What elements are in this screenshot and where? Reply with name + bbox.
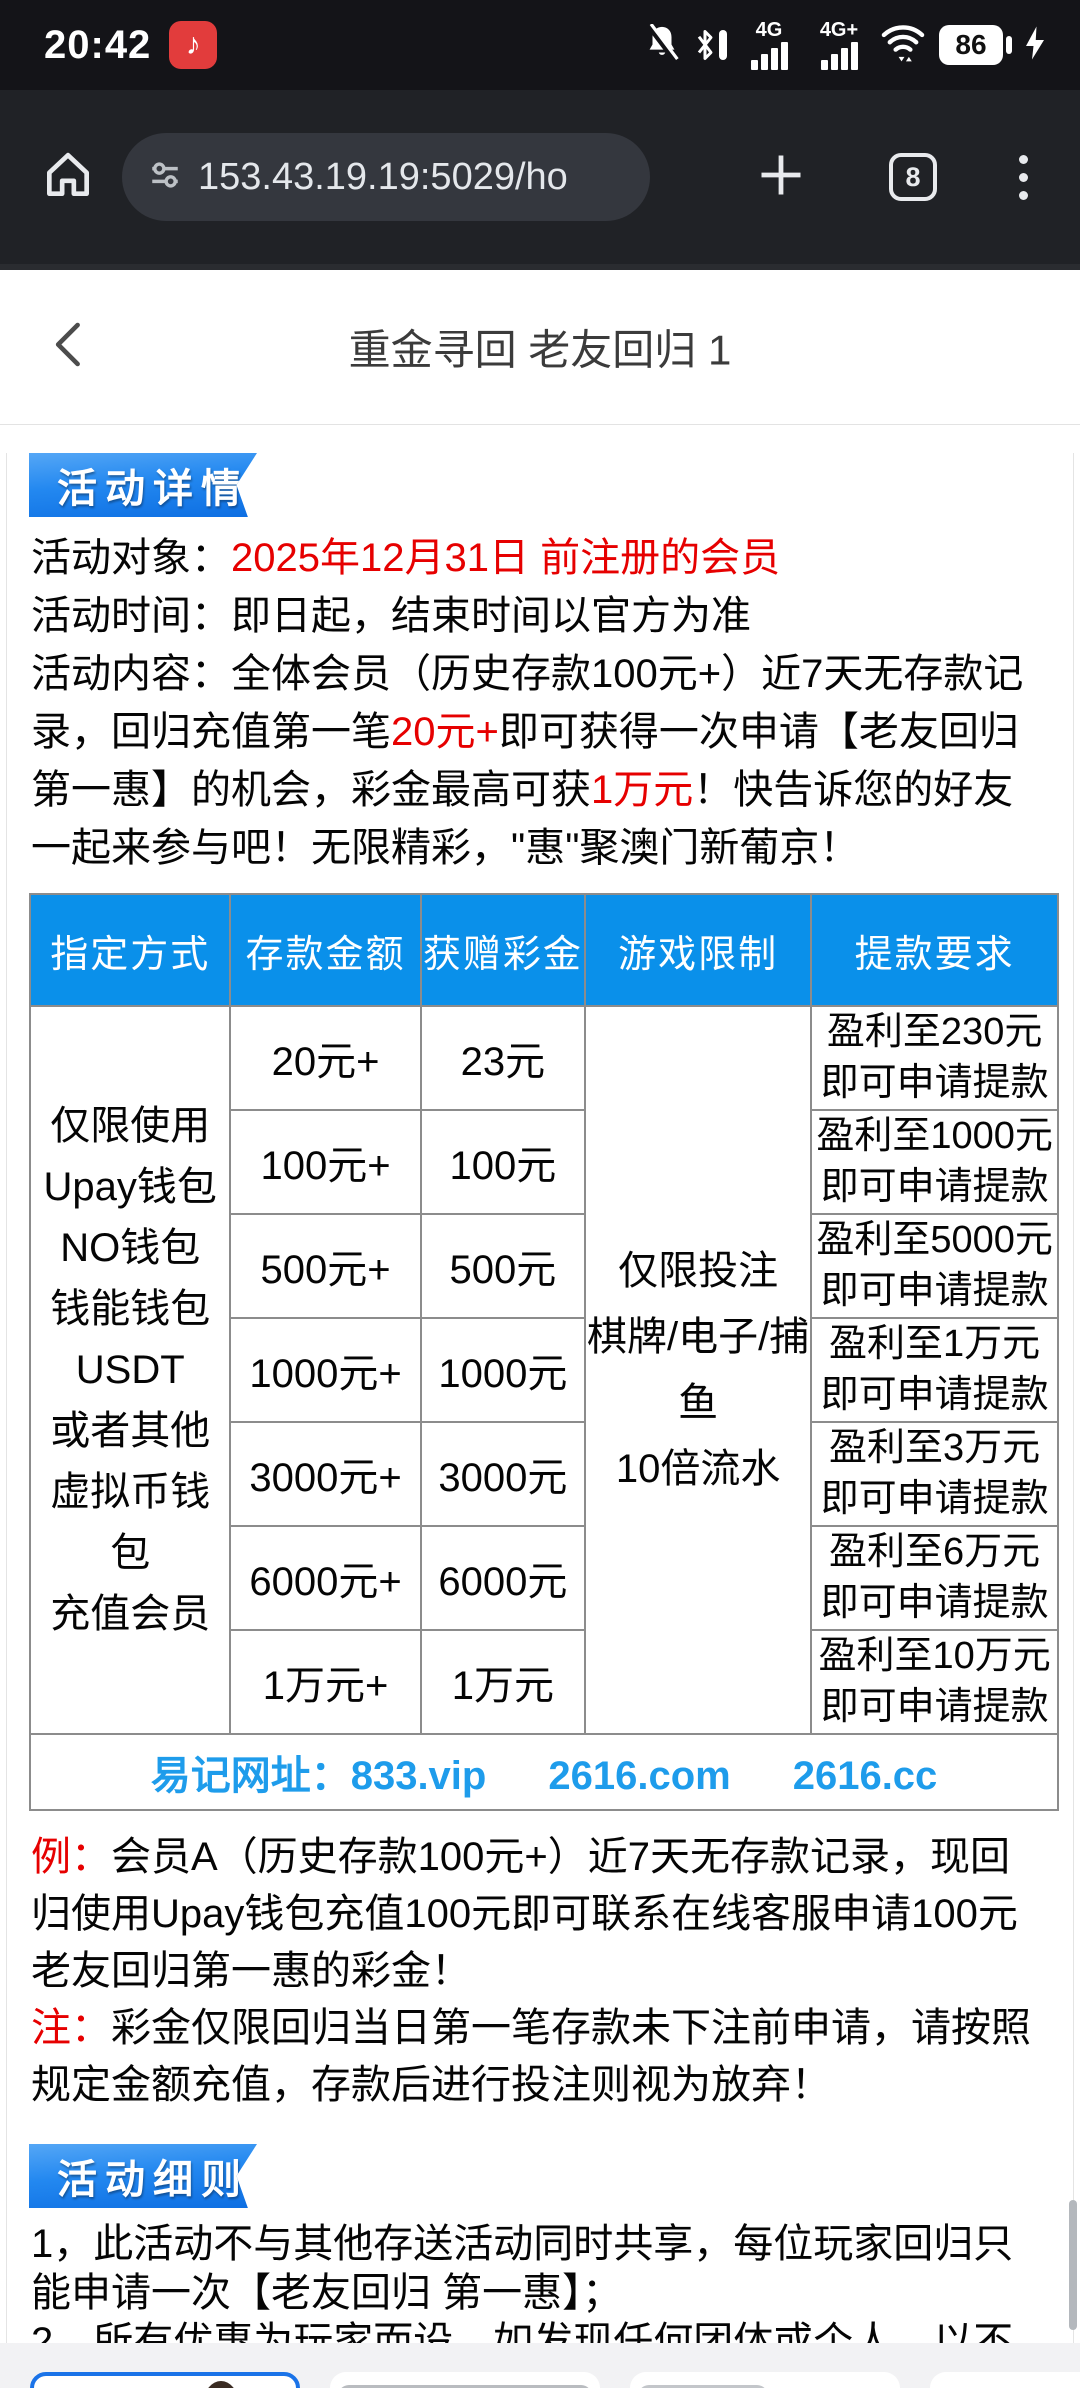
activity-time-line: 活动时间：即日起，结束时间以官方为准 [7,587,1073,645]
table-row: 仅限使用 Upay钱包 NO钱包 钱能钱包 USDT 或者其他 虚拟币钱包 充值… [28,1005,1059,1735]
highlight-max-bonus: 1万元 [591,768,694,812]
note-label: 注： [31,2006,111,2050]
home-button[interactable] [40,147,96,208]
promo-table: 指定方式 存款金额 获赠彩金 游戏限制 提款要求 仅限使用 Upay钱包 NO钱… [28,893,1059,1811]
highlight-amount: 20元+ [391,710,499,754]
clock: 20:42 [44,22,152,67]
withdraw-cell: 盈利至5000元 即可申请提款 [810,1213,1059,1319]
status-icons: 4G 4G+ 86 [644,20,1044,70]
withdraw-cell: 盈利至6万元 即可申请提款 [810,1525,1059,1631]
bottom-card-strip [0,2343,1080,2388]
bottom-card[interactable] [330,2372,600,2388]
target-label: 活动对象： [31,536,231,580]
signal-4g-plus-icon: 4G+ [811,20,867,70]
withdraw-cell: 盈利至1万元 即可申请提款 [810,1317,1059,1423]
deposit-cell: 500元+ [229,1213,422,1319]
bluetooth-battery-icon [719,30,727,60]
url-bar[interactable]: 153.43.19.19:5029/ho [122,133,650,221]
bonus-cell: 3000元 [419,1421,587,1527]
easy-url-cell: 易记网址：833.vip 2616.com 2616.cc [29,1733,1059,1811]
signal-4g-icon: 4G [741,20,797,70]
page-title: 重金寻回 老友回归 1 [348,326,732,374]
withdraw-cell: 盈利至230元 即可申请提款 [810,1005,1059,1111]
game-limit-cell: 仅限投注 棋牌/电子/捕鱼 10倍流水 [584,1005,813,1735]
note-paragraph: 注：彩金仅限回归当日第一笔存款未下注前申请，请按照规定金额充值，存款后进行投注则… [31,2006,1031,2107]
deposit-cell: 20元+ [229,1005,422,1111]
col-withdraw: 提款要求 [810,893,1059,1007]
browser-toolbar: 153.43.19.19:5029/ho 8 [0,90,1080,270]
time-label: 活动时间： [31,594,231,638]
easy-url-label: 易记网址： [150,1754,351,1798]
example-note-block: 例：会员A（历史存款100元+）近7天无存款记录，现回归使用Upay钱包充值10… [7,1829,1073,2114]
table-header-row: 指定方式 存款金额 获赠彩金 游戏限制 提款要求 [28,893,1059,1007]
table-footer-row: 易记网址：833.vip 2616.com 2616.cc [29,1733,1059,1811]
battery-percent: 86 [939,25,1003,65]
bottom-card[interactable] [630,2372,900,2388]
status-bar: 20:42 ♪ 4G 4G+ 86 [0,0,1080,90]
music-app-icon: ♪ [169,21,218,69]
easy-url-1[interactable]: 833.vip [350,1754,487,1798]
col-game-limit: 游戏限制 [584,893,813,1007]
bonus-cell: 100元 [419,1109,587,1215]
page-header: 重金寻回 老友回归 1 [0,270,1080,425]
bonus-cell: 500元 [419,1213,587,1319]
bottom-card-selected[interactable] [30,2372,300,2388]
card-title-placeholder [638,2385,768,2388]
bonus-cell: 1000元 [419,1317,587,1423]
details-ribbon: 活动详情 [29,453,257,517]
url-text[interactable]: 153.43.19.19:5029/ho [198,155,568,198]
easy-url-2[interactable]: 2616.com [548,1754,731,1798]
table-row: 3000元+ 3000元 盈利至3万元 即可申请提款 [30,1421,1059,1527]
withdraw-cell: 盈利至3万元 即可申请提款 [810,1421,1059,1527]
target-value: 2025年12月31日 前注册的会员 [231,536,781,580]
col-bonus: 获赠彩金 [419,893,587,1007]
col-deposit: 存款金额 [229,893,422,1007]
deposit-cell: 3000元+ [229,1421,422,1527]
new-tab-button[interactable] [755,149,807,206]
battery-indicator: 86 [939,25,1012,65]
content-label: 活动内容： [31,652,231,696]
deposit-cell: 100元+ [229,1109,422,1215]
table-row: 500元+ 500元 盈利至5000元 即可申请提款 [30,1213,1059,1319]
scrollbar-thumb[interactable] [1069,2200,1077,2330]
activity-content-line: 活动内容：全体会员（历史存款100元+）近7天无存款记录，回归充值第一笔20元+… [31,652,1024,870]
card-thumbnail-image [204,2381,238,2388]
bonus-cell: 23元 [419,1005,587,1111]
example-paragraph: 例：会员A（历史存款100元+）近7天无存款记录，现回归使用Upay钱包充值10… [31,1835,1018,1993]
deposit-cell: 6000元+ [229,1525,422,1631]
rules-ribbon: 活动细则 [29,2144,257,2208]
withdraw-cell: 盈利至1000元 即可申请提款 [810,1109,1059,1215]
back-button[interactable] [52,322,82,373]
tab-switcher-button[interactable]: 8 [889,153,937,201]
bottom-card[interactable] [930,2372,1080,2388]
rule-item: 1，此活动不与其他存送活动同时共享，每位玩家回归只能申请一次【老友回归 第一惠】… [31,2222,1014,2315]
bonus-cell: 6000元 [419,1525,587,1631]
example-label: 例： [31,1835,111,1879]
table-row: 1000元+ 1000元 盈利至1万元 即可申请提款 [30,1317,1059,1423]
easy-url-3[interactable]: 2616.cc [792,1754,938,1798]
deposit-cell: 1万元+ [229,1629,422,1735]
wifi-icon [881,23,925,68]
bonus-cell: 1万元 [419,1629,587,1735]
bluetooth-icon [694,27,727,63]
menu-button[interactable] [1019,154,1028,200]
col-method: 指定方式 [28,893,232,1007]
table-row: 1万元+ 1万元 盈利至10万元 即可申请提款 [30,1629,1059,1735]
promo-content: 活动详情 活动对象：2025年12月31日 前注册的会员 活动时间：即日起，结束… [6,453,1074,2388]
payment-method-cell: 仅限使用 Upay钱包 NO钱包 钱能钱包 USDT 或者其他 虚拟币钱包 充值… [28,1005,232,1735]
activity-target-line: 活动对象：2025年12月31日 前注册的会员 [7,529,1073,587]
withdraw-cell: 盈利至10万元 即可申请提款 [810,1629,1059,1735]
charging-bolt-icon [1026,26,1044,65]
card-title-placeholder [338,2385,592,2388]
table-row: 100元+ 100元 盈利至1000元 即可申请提款 [30,1109,1059,1215]
bell-muted-icon [644,22,680,67]
table-row: 6000元+ 6000元 盈利至6万元 即可申请提款 [30,1525,1059,1631]
deposit-cell: 1000元+ [229,1317,422,1423]
site-settings-icon[interactable] [148,158,182,197]
time-value: 即日起，结束时间以官方为准 [231,594,751,638]
